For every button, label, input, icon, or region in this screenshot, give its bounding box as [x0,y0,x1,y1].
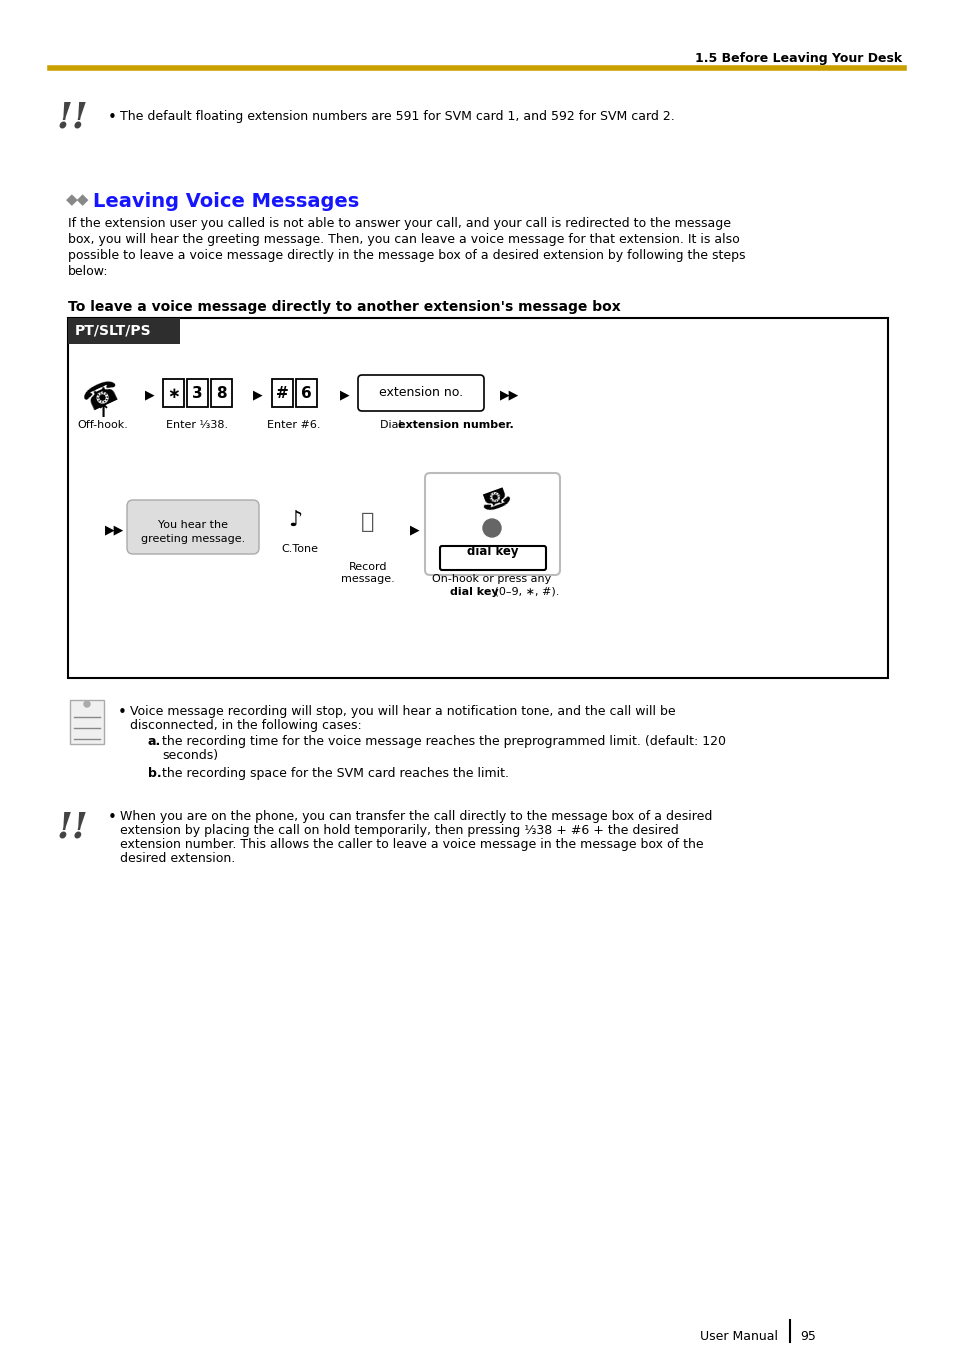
Text: Off-hook.: Off-hook. [77,420,129,430]
Text: Leaving Voice Messages: Leaving Voice Messages [92,192,359,211]
Text: Enter #6.: Enter #6. [267,420,320,430]
Text: seconds): seconds) [162,748,218,762]
Bar [295,380,316,407]
Text: To leave a voice message directly to another extension's message box: To leave a voice message directly to ano… [68,300,620,313]
FancyBboxPatch shape [127,500,258,554]
Text: ∗: ∗ [167,385,180,400]
Text: greeting message.: greeting message. [141,534,245,544]
Text: 6: 6 [301,385,312,400]
Text: extension number. This allows the caller to leave a voice message in the message: extension number. This allows the caller… [120,838,703,851]
Bar [163,380,184,407]
Text: 3: 3 [192,385,203,400]
Text: Record: Record [349,562,387,571]
Text: extension by placing the call on hold temporarily, then pressing ⅓38 + #6 + the : extension by placing the call on hold te… [120,824,678,838]
Text: C.Tone: C.Tone [281,544,318,554]
Text: User Manual: User Manual [700,1329,778,1343]
Text: the recording time for the voice message reaches the preprogrammed limit. (defau: the recording time for the voice message… [162,735,725,748]
Text: b.: b. [148,767,161,780]
Bar [68,317,887,678]
Text: You hear the: You hear the [158,520,228,530]
Bar [211,380,232,407]
Text: the recording space for the SVM card reaches the limit.: the recording space for the SVM card rea… [162,767,509,780]
Text: below:: below: [68,265,109,278]
Bar [272,380,293,407]
Text: !!: !! [57,811,89,844]
Circle shape [84,701,90,707]
Text: ▶▶: ▶▶ [105,523,125,536]
FancyBboxPatch shape [439,546,545,570]
Text: On-hook or press any: On-hook or press any [432,574,551,584]
Text: When you are on the phone, you can transfer the call directly to the message box: When you are on the phone, you can trans… [120,811,712,823]
Text: box, you will hear the greeting message. Then, you can leave a voice message for: box, you will hear the greeting message.… [68,232,739,246]
Text: 📞: 📞 [361,512,375,532]
Text: Dial: Dial [379,420,405,430]
Text: •: • [108,811,117,825]
Text: ☎: ☎ [473,480,510,512]
Text: extension number.: extension number. [397,420,514,430]
Text: PT/SLT/PS: PT/SLT/PS [75,323,152,336]
Text: 8: 8 [216,385,227,400]
Text: ☎: ☎ [79,376,126,417]
Text: The default floating extension numbers are 591 for SVM card 1, and 592 for SVM c: The default floating extension numbers a… [120,109,674,123]
Bar [187,380,208,407]
Text: Voice message recording will stop, you will hear a notification tone, and the ca: Voice message recording will stop, you w… [130,705,675,717]
FancyBboxPatch shape [357,376,483,411]
Text: If the extension user you called is not able to answer your call, and your call : If the extension user you called is not … [68,218,730,230]
Text: extension no.: extension no. [378,386,462,400]
Text: a.: a. [148,735,161,748]
Text: ▶: ▶ [410,523,419,536]
Text: ↑: ↑ [95,403,111,422]
Text: OR: OR [485,523,497,531]
Text: 95: 95 [800,1329,815,1343]
Text: dial key: dial key [467,546,518,558]
Text: •: • [108,109,117,126]
Text: ▶: ▶ [145,389,154,401]
Text: ◆◆: ◆◆ [66,192,90,207]
Text: •: • [118,705,127,720]
FancyBboxPatch shape [424,473,559,576]
Text: ▶▶: ▶▶ [500,389,519,401]
Text: message.: message. [341,574,395,584]
Text: desired extension.: desired extension. [120,852,235,865]
Text: ▶: ▶ [340,389,350,401]
Text: disconnected, in the following cases:: disconnected, in the following cases: [130,719,361,732]
Text: (0–9, ∗, #).: (0–9, ∗, #). [491,586,558,597]
Circle shape [482,519,500,536]
Bar [68,317,180,345]
Text: !!: !! [57,100,89,134]
Text: Enter ⅓38.: Enter ⅓38. [166,420,228,430]
Text: #: # [275,385,289,400]
Text: ♪: ♪ [288,509,302,530]
Text: dial key: dial key [450,586,498,597]
Text: ▶: ▶ [253,389,262,401]
Bar [70,700,104,744]
Text: possible to leave a voice message directly in the message box of a desired exten: possible to leave a voice message direct… [68,249,744,262]
Text: 1.5 Before Leaving Your Desk: 1.5 Before Leaving Your Desk [694,51,901,65]
